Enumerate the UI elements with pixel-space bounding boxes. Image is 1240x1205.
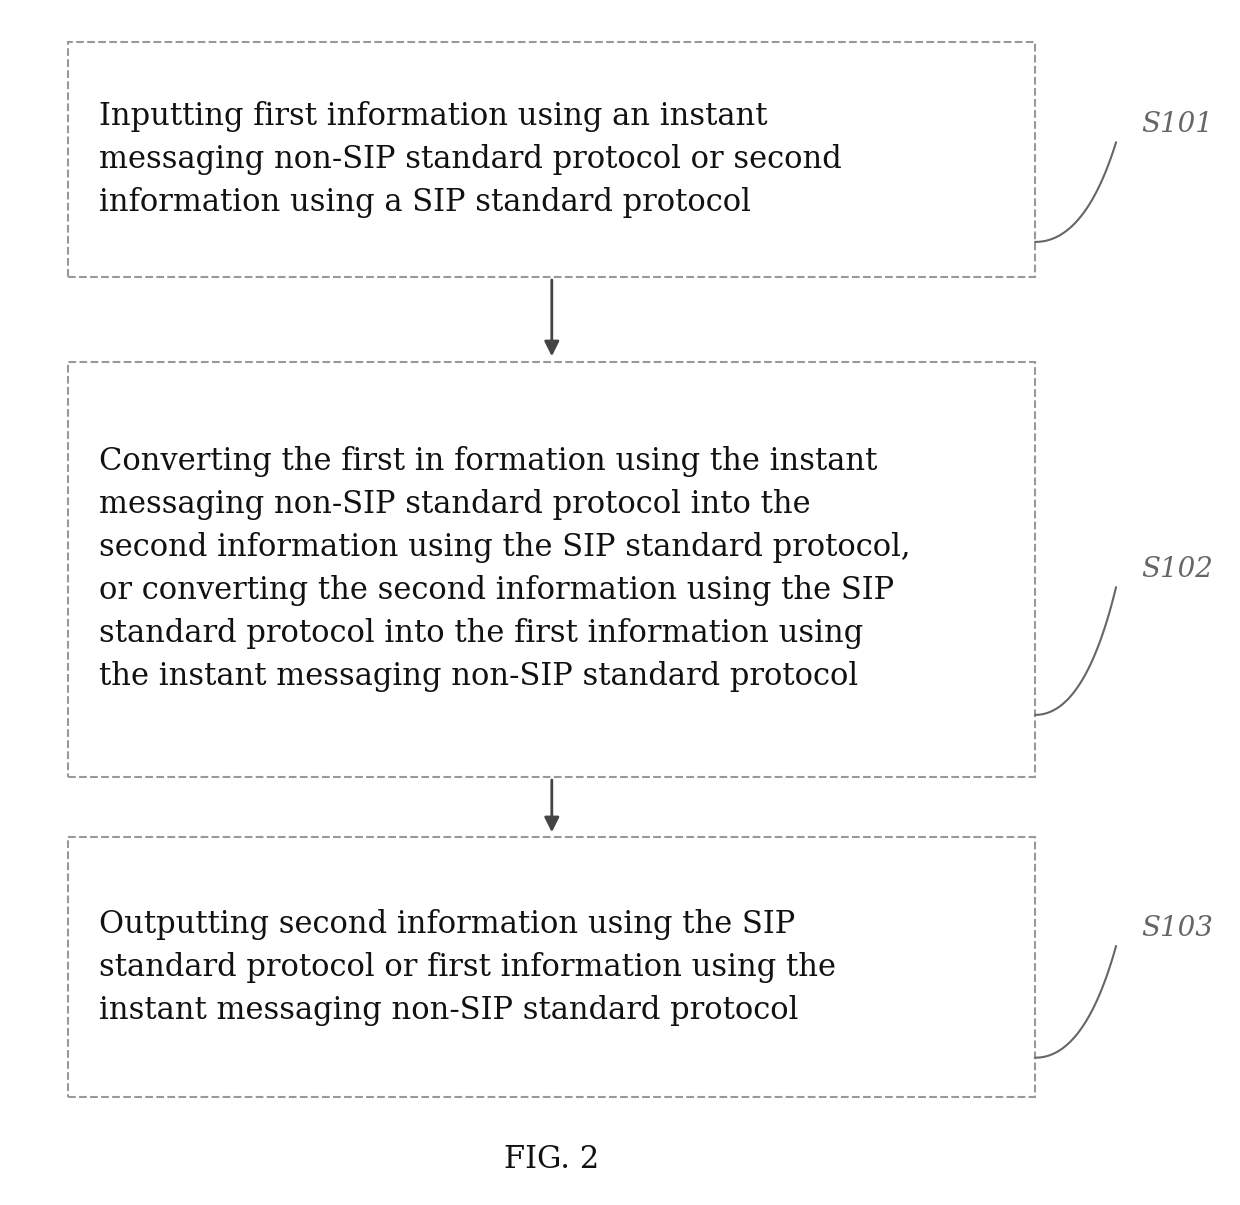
FancyBboxPatch shape xyxy=(68,837,1035,1097)
FancyBboxPatch shape xyxy=(68,42,1035,277)
Text: S101: S101 xyxy=(1141,111,1213,137)
FancyBboxPatch shape xyxy=(68,362,1035,777)
Text: FIG. 2: FIG. 2 xyxy=(505,1144,599,1175)
Text: Converting the first in formation using the instant
messaging non-SIP standard p: Converting the first in formation using … xyxy=(99,446,910,693)
Text: S103: S103 xyxy=(1141,915,1213,941)
Text: S102: S102 xyxy=(1141,556,1213,583)
Text: Inputting first information using an instant
messaging non-SIP standard protocol: Inputting first information using an ins… xyxy=(99,101,842,218)
Text: Outputting second information using the SIP
standard protocol or first informati: Outputting second information using the … xyxy=(99,909,836,1025)
